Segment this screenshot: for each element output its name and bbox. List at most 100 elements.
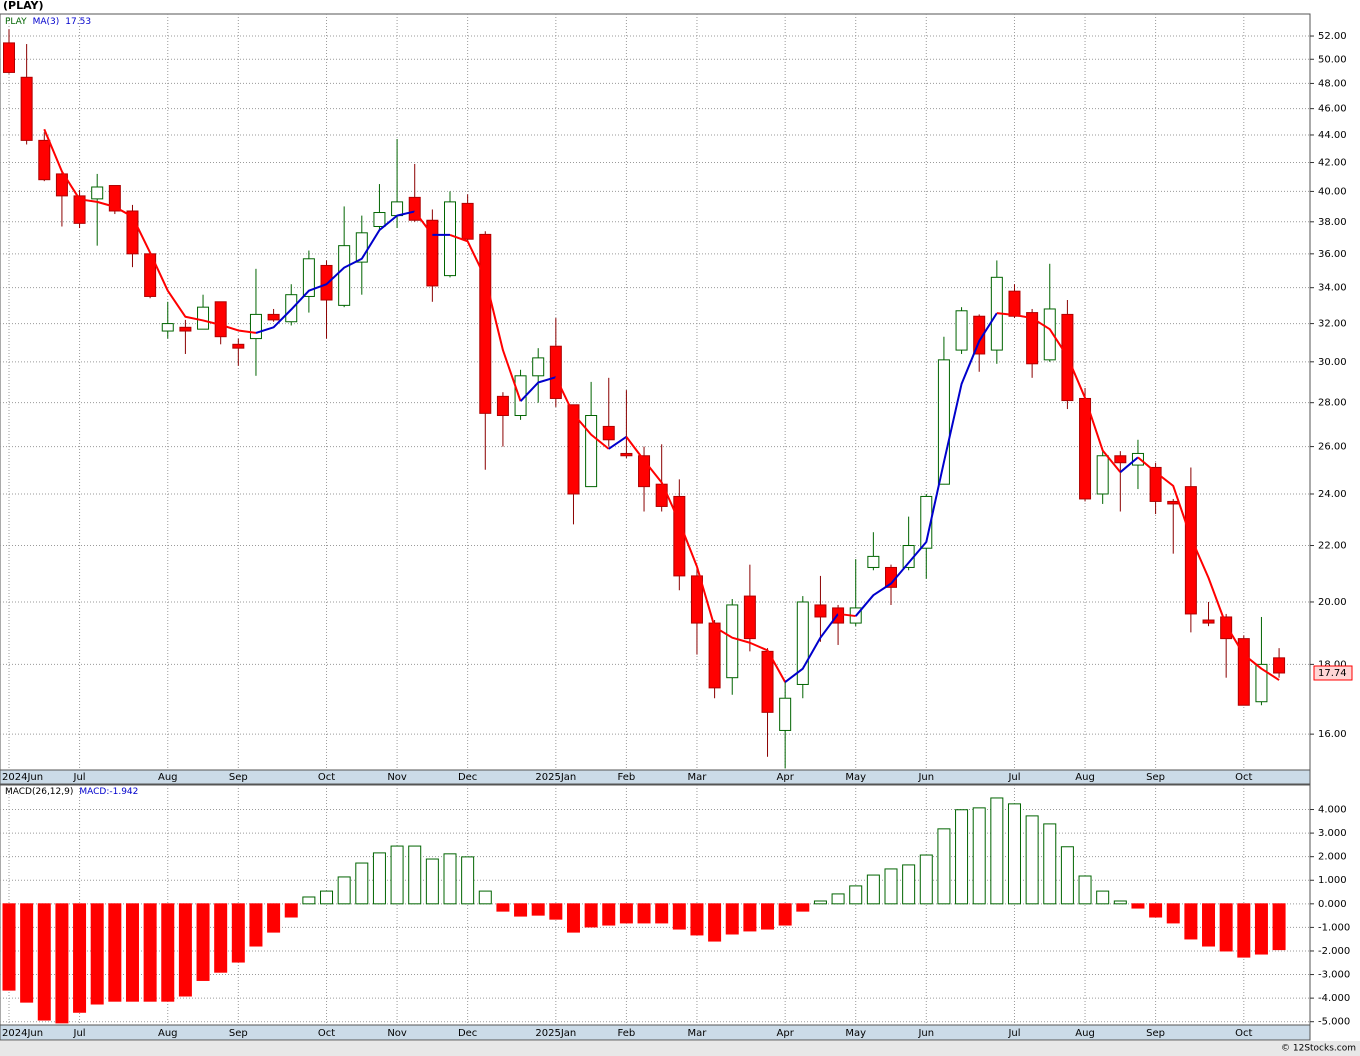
moving-average [43,128,257,334]
macd-bar [514,903,528,917]
candle-body [426,219,439,287]
candle-body [338,245,351,306]
y-tick-label: 40.00 [1318,186,1347,197]
candle-body [937,359,950,485]
y-tick-label: -1.000 [1318,922,1350,933]
x-tick-label: 2024Jun [2,772,43,783]
macd-bar [496,903,510,912]
macd-bar [884,868,898,905]
macd-bar [55,903,69,1024]
macd-bar [355,862,369,905]
macd-bar [161,903,175,1002]
candle-body [20,76,33,141]
candle-body [867,555,880,568]
candle-body [567,404,580,495]
macd-bar [796,903,810,912]
candle-body [1237,638,1250,706]
x-tick-label: Aug [1075,772,1095,783]
x-tick-label: Dec [458,772,477,783]
macd-bar [972,807,986,905]
y-tick-label: 3.000 [1318,828,1347,839]
y-tick-label: 36.00 [1318,249,1347,260]
candle-body [514,375,527,417]
macd-bar [337,876,351,905]
macd-bar [1166,903,1180,924]
candle-body [320,264,333,301]
x-tick-label: Dec [458,1028,477,1039]
candle-body [161,323,174,332]
candle-body [585,415,598,488]
moving-average [255,210,415,334]
x-tick-label: 2024Jun [2,1028,43,1039]
macd-bar [73,903,87,1013]
macd-bar [743,903,757,932]
x-tick-label: Jun [917,772,934,783]
macd-value: -1.942 [109,787,138,797]
y-tick-label: 18.00 [1318,659,1347,670]
last-price-label: 17.74 [1318,668,1347,679]
macd-bar [178,903,192,997]
candle-body [620,452,633,457]
macd-panel [0,784,1311,1026]
moving-average [996,312,1122,473]
macd-bar [320,890,334,905]
macd-bar [655,903,669,924]
candle-body [3,42,15,73]
candle-body [1026,312,1039,365]
candle-body [1273,657,1286,674]
x-tick-label: 2025Jan [535,772,576,783]
moving-average [854,312,998,617]
candle-body [302,258,315,297]
candle-body [355,232,368,263]
x-tick-label: Jul [1007,772,1020,783]
x-tick-label: Apr [777,772,795,783]
y-tick-label: 16.00 [1318,729,1347,740]
macd-bar [90,903,104,1005]
candle-body [761,650,774,713]
candle-body [373,212,386,227]
x-tick-label: Sep [229,1028,248,1039]
macd-bar [690,903,704,936]
macd-prefix: MACD: [79,787,109,797]
x-tick-label: Oct [1235,772,1252,783]
y-tick-label: 50.00 [1318,54,1347,65]
macd-bar [372,852,386,905]
candle-body [1184,486,1197,615]
macd-bar [708,903,722,942]
macd-bar [249,903,263,947]
y-tick-label: 32.00 [1318,319,1347,330]
y-tick-label: 34.00 [1318,283,1347,294]
macd-bar [619,903,633,924]
candle-body [214,301,227,338]
macd-name: MACD(26,12,9) [5,787,73,797]
macd-bar [1043,823,1057,905]
candle-body [673,495,686,577]
candle-body [267,313,280,321]
chart-title: (PLAY) [3,0,44,12]
candle-body [779,697,792,731]
macd-bar [866,874,880,905]
x-tick-label: Sep [229,772,248,783]
x-tick-label: Oct [1235,1028,1252,1039]
moving-average [413,210,434,236]
candle-body [91,186,104,200]
y-tick-label: 44.00 [1318,130,1347,141]
candle-body [249,313,262,340]
y-tick-label: 4.000 [1318,805,1347,816]
y-tick-label: 2.000 [1318,852,1347,863]
candle-body [73,195,86,224]
moving-average [625,436,787,683]
candle-body [549,345,562,399]
candle-body [55,173,68,197]
x-tick-label: Jul [73,1028,86,1039]
candle-body [479,233,492,414]
candle-body [1079,397,1092,500]
macd-bar [902,864,916,905]
x-tick-label: Feb [618,1028,636,1039]
macd-bar [1184,903,1198,940]
y-tick-label: 38.00 [1318,217,1347,228]
macd-bar [1096,890,1110,905]
symbol: PLAY [5,17,27,27]
macd-bar [390,845,404,905]
